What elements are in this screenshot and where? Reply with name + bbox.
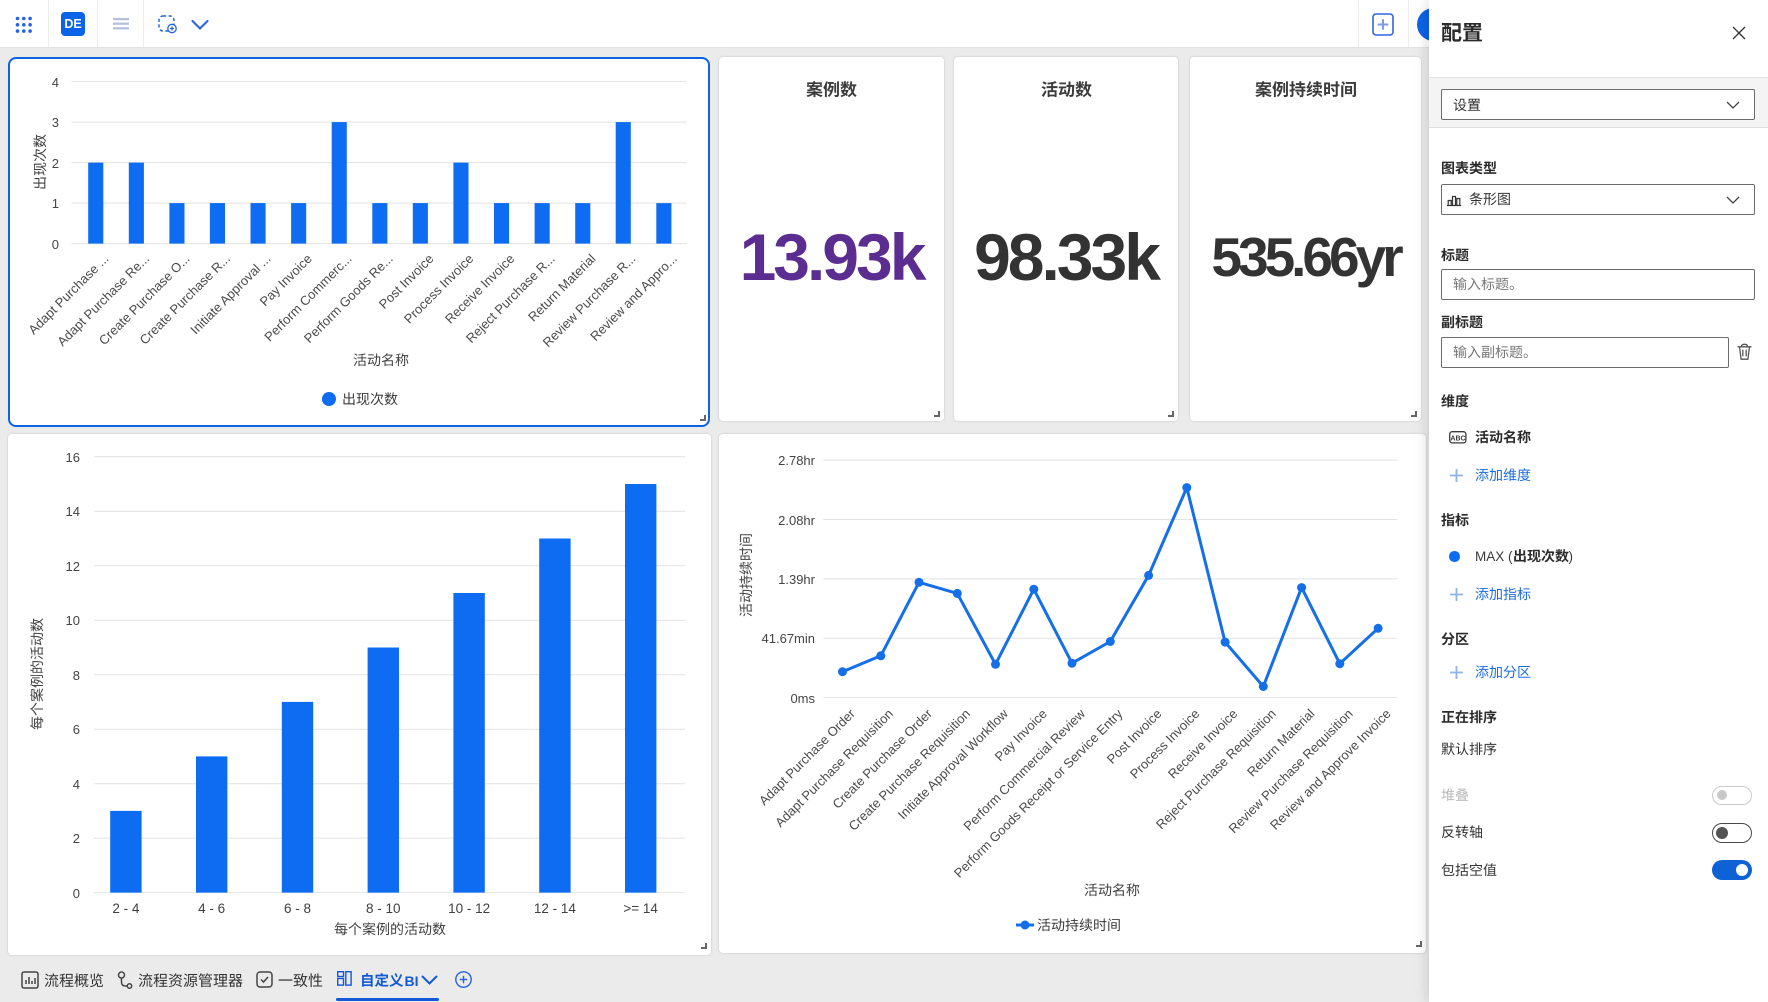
- svg-text:ABC: ABC: [1450, 435, 1465, 442]
